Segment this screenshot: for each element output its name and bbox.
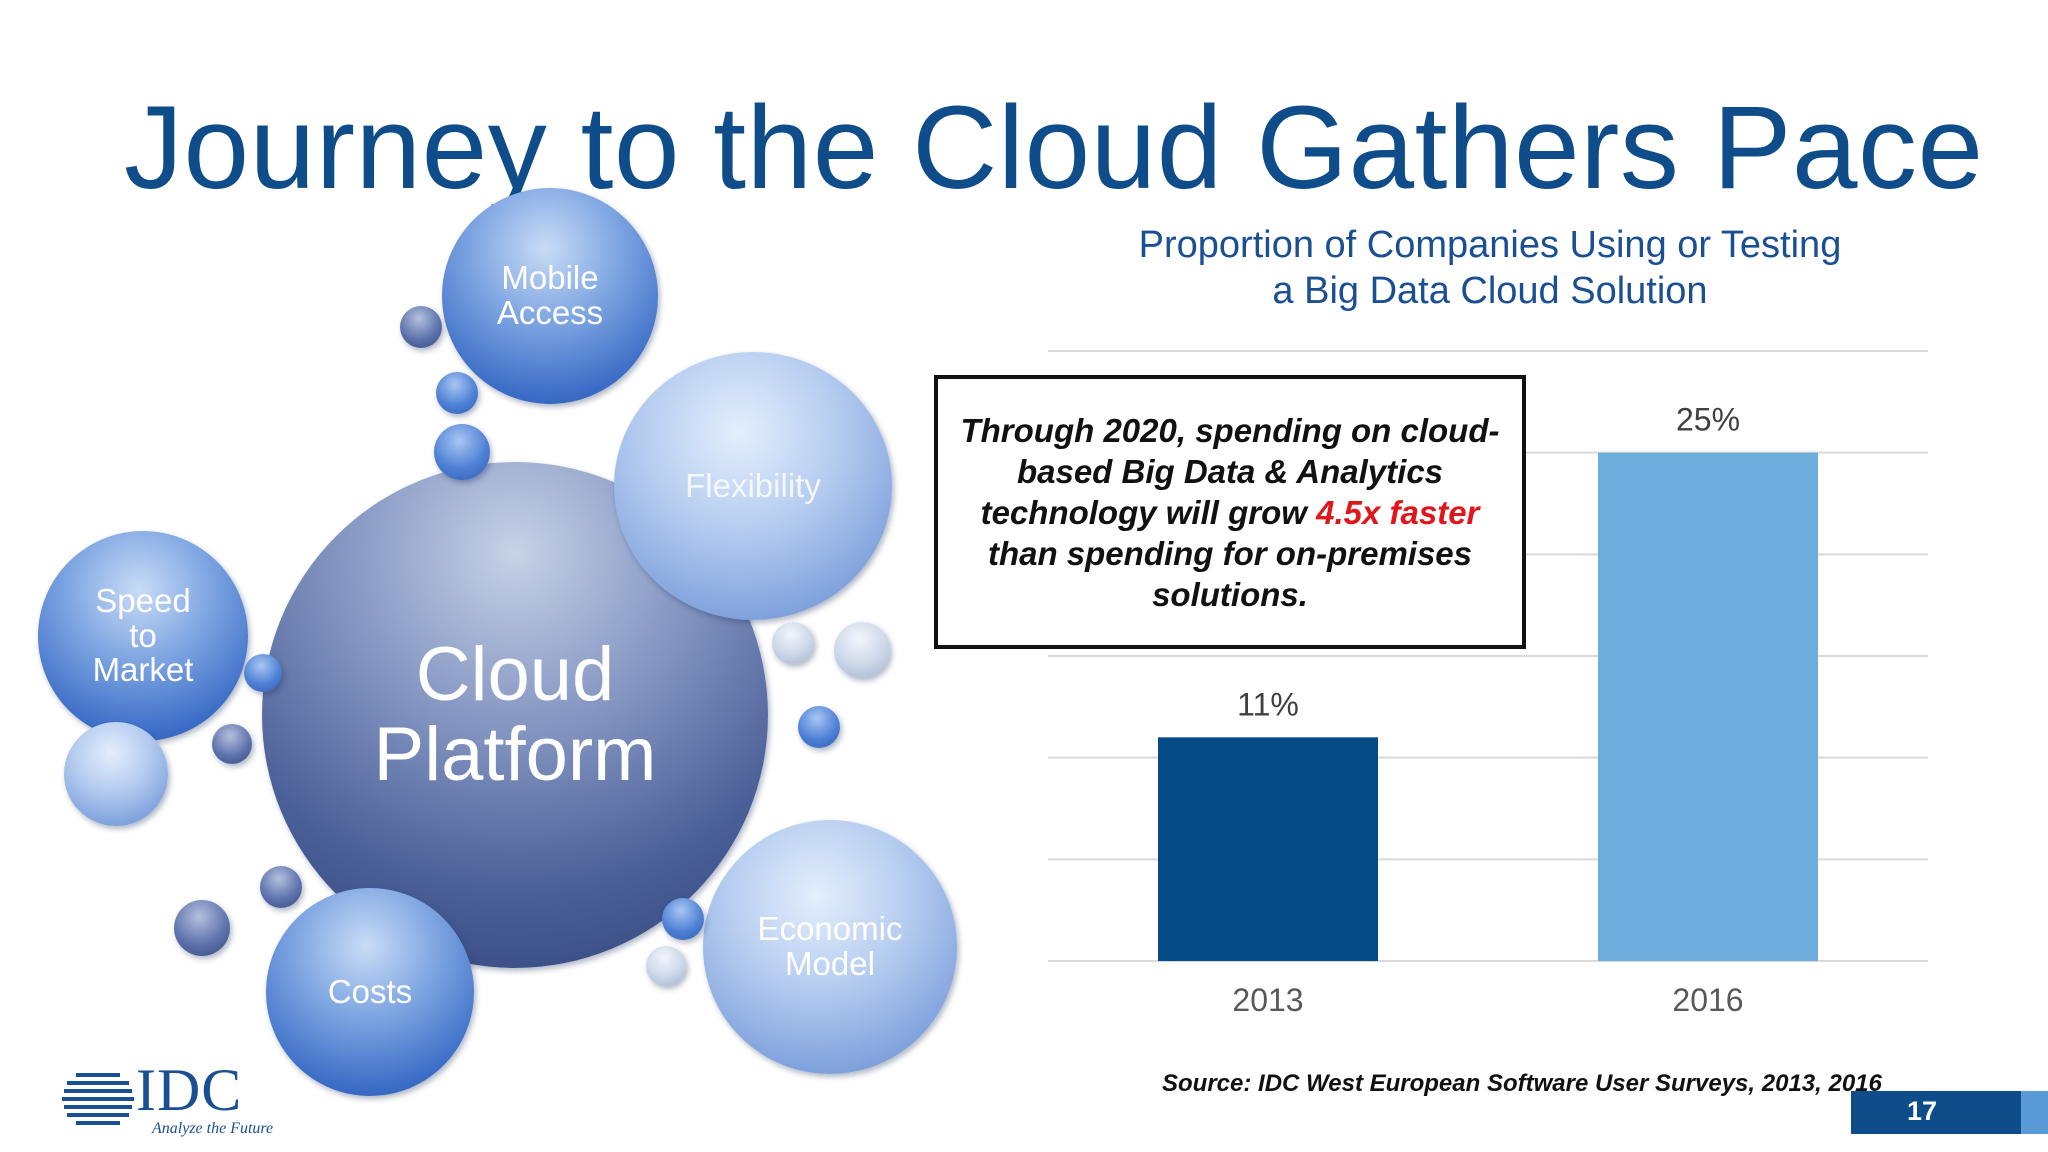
callout-highlight: 4.5x faster bbox=[1316, 493, 1480, 531]
costs-label: Costs bbox=[327, 972, 413, 1010]
small-bubble bbox=[244, 654, 282, 692]
mobile-access-bubble: Mobile Access bbox=[442, 188, 658, 404]
callout-text-before: Through 2020, spending on cloud-based Bi… bbox=[960, 411, 1500, 531]
idc-globe-icon bbox=[62, 1072, 134, 1125]
idc-logo-text: IDC bbox=[136, 1057, 243, 1123]
bar-2016 bbox=[1598, 452, 1818, 961]
page-number-bar bbox=[1851, 1091, 2021, 1134]
small-bubble bbox=[436, 372, 478, 414]
speed-to-market-label: Speed to Market bbox=[92, 582, 194, 689]
slide-title: Journey to the Cloud Gathers Pace bbox=[124, 82, 1984, 214]
small-bubble bbox=[662, 898, 704, 940]
small-bubble bbox=[798, 706, 840, 748]
small-bubble bbox=[212, 724, 252, 764]
small-bubble bbox=[834, 622, 890, 678]
speed-to-market-bubble: Speed to Market bbox=[38, 531, 248, 741]
small-bubble bbox=[772, 622, 814, 664]
economic-model-bubble: Economic Model bbox=[703, 820, 957, 1074]
mobile-access-label: Mobile Access bbox=[496, 259, 604, 331]
small-bubble bbox=[260, 866, 302, 908]
costs-bubble: Costs bbox=[266, 888, 474, 1096]
page-bar-accent bbox=[2021, 1091, 2048, 1134]
economic-model-label: Economic Model bbox=[757, 910, 903, 982]
data-label-2016: 25% bbox=[1676, 402, 1740, 438]
small-bubble bbox=[646, 946, 686, 986]
x-tick-label-2016: 2016 bbox=[1672, 982, 1743, 1018]
callout-text: Through 2020, spending on cloud-based Bi… bbox=[956, 410, 1504, 615]
cloud-platform-label: Cloud Platform bbox=[373, 632, 657, 797]
flexibility-label: Flexibility bbox=[685, 466, 821, 504]
chart-title: Proportion of Companies Using or Testing… bbox=[1138, 224, 1842, 312]
x-tick-label-2013: 2013 bbox=[1232, 982, 1303, 1018]
callout-box: Through 2020, spending on cloud-based Bi… bbox=[934, 375, 1526, 649]
small-bubble bbox=[400, 306, 442, 348]
source-note: Source: IDC West European Software User … bbox=[1162, 1070, 1882, 1097]
page-number: 17 bbox=[1906, 1096, 1938, 1126]
small-bubble bbox=[434, 424, 490, 480]
small-bubble bbox=[174, 900, 230, 956]
bar-2013 bbox=[1158, 737, 1378, 961]
callout-text-after: than spending for on-premises solutions. bbox=[987, 534, 1473, 613]
flexibility-bubble: Flexibility bbox=[614, 352, 892, 620]
data-label-2013: 11% bbox=[1237, 686, 1299, 722]
small-bubble bbox=[64, 722, 168, 826]
idc-tagline: Analyze the Future bbox=[152, 1120, 274, 1137]
